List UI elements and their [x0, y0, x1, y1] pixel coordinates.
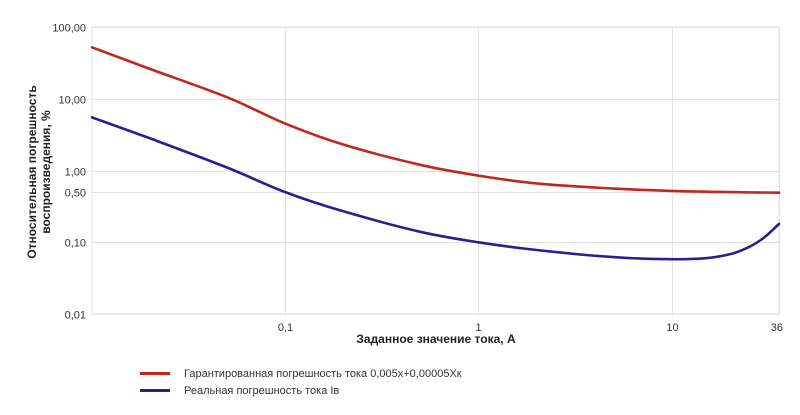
x-axis-ticks: 0,1 1 10 36 [278, 322, 783, 334]
legend-label-real: Реальная погрешность тока Iв [184, 384, 340, 397]
x-tick-label: 10 [666, 322, 678, 334]
series-line-0 [90, 46, 781, 194]
grid [91, 26, 780, 315]
legend-swatch-real [140, 389, 170, 392]
series-group [90, 46, 781, 261]
x-tick-label: 36 [771, 322, 783, 334]
legend-item-guaranteed: Гарантированная погрешность тока 0,005х+… [140, 365, 462, 382]
y-tick-label: 0,50 [65, 188, 86, 200]
y-tick-label: 1,00 [65, 167, 86, 179]
x-tick-label: 0,1 [278, 322, 293, 334]
series-line-1 [90, 116, 781, 261]
y-axis-label-line2: воспроизведения, % [39, 110, 53, 234]
legend-swatch-guaranteed [140, 372, 170, 375]
y-tick-label: 0,10 [65, 238, 86, 250]
x-axis-label: Заданное значение тока, А [356, 332, 516, 346]
legend-label-guaranteed: Гарантированная погрешность тока 0,005х+… [184, 367, 462, 380]
y-axis-ticks: 100,00 10,00 1,00 0,50 0,10 0,01 [52, 23, 86, 322]
y-axis-label: Относительная погрешность воспроизведени… [25, 85, 53, 258]
y-tick-label: 10,00 [58, 95, 86, 107]
y-tick-label: 100,00 [52, 23, 86, 35]
plot-frame [91, 26, 780, 315]
y-axis-label-line1: Относительная погрешность [25, 85, 39, 258]
legend: Гарантированная погрешность тока 0,005х+… [140, 365, 462, 399]
legend-item-real: Реальная погрешность тока Iв [140, 382, 462, 399]
x-tick-label: 1 [475, 322, 481, 334]
y-tick-label: 0,01 [65, 310, 86, 322]
